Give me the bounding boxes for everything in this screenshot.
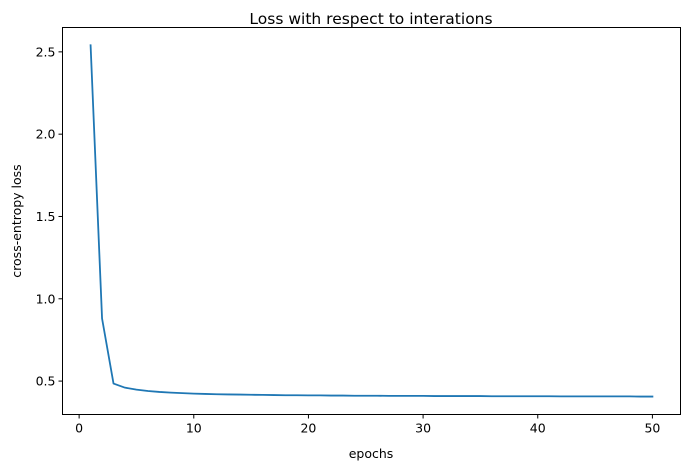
y-axis: 0.5 1.0 1.5 2.0 2.5 — [36, 44, 63, 389]
x-tick-label: 20 — [300, 421, 316, 436]
y-axis-label: cross-entropy loss — [9, 164, 24, 277]
plot-frame — [62, 27, 681, 415]
x-tick-label: 10 — [186, 421, 202, 436]
x-tick-label: 30 — [415, 421, 431, 436]
y-tick-label: 1.0 — [36, 291, 56, 306]
x-tick-label: 0 — [75, 421, 83, 436]
x-tick-label: 40 — [530, 421, 546, 436]
x-axis-label: epochs — [349, 446, 394, 461]
plot-area: 0 10 20 30 40 50 0.5 1.0 1.5 2.0 2.5 — [36, 27, 681, 436]
y-tick-label: 0.5 — [36, 374, 56, 389]
x-axis: 0 10 20 30 40 50 — [75, 414, 660, 436]
x-tick-label: 50 — [644, 421, 660, 436]
y-tick-label: 1.5 — [36, 209, 56, 224]
chart-title: Loss with respect to interations — [249, 10, 492, 28]
y-tick-label: 2.5 — [36, 44, 56, 59]
y-tick-label: 2.0 — [36, 127, 56, 142]
loss-series-line — [89, 44, 654, 398]
